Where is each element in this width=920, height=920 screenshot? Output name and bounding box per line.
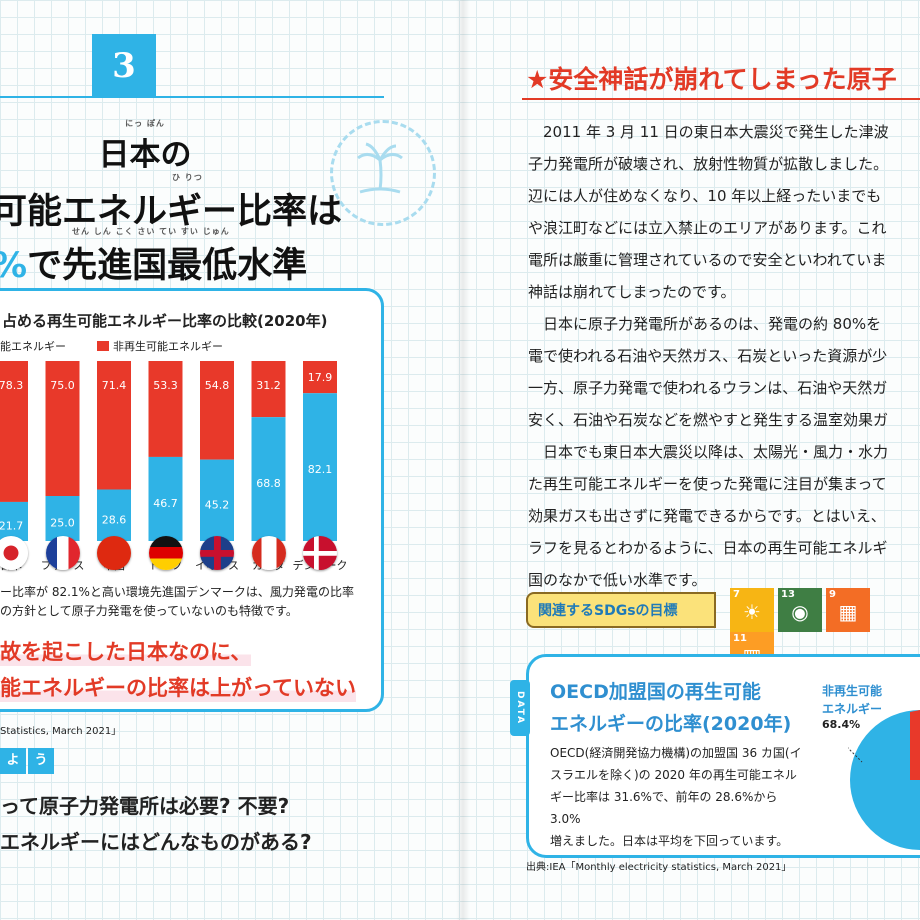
sdg-goal-13-icon: 13 ◉ bbox=[778, 588, 822, 632]
sdg-label: 関連するSDGsの目標 bbox=[526, 592, 716, 628]
bar-label-nonrenewable: 54.8 bbox=[205, 379, 230, 392]
page-title-line2: ひ りつ 可能エネルギー比率は bbox=[0, 173, 343, 232]
pie-value: 68.4% bbox=[822, 718, 861, 731]
sdg-goal-7-icon: 7 ☀ bbox=[730, 588, 774, 632]
chart-title: 占める再生可能エネルギー比率の比較(2020年) bbox=[2, 312, 328, 330]
bar-label-renewable: 68.8 bbox=[256, 477, 281, 490]
page-gutter bbox=[456, 0, 470, 920]
legend-swatch-nonrenewable bbox=[97, 341, 109, 351]
paragraph-1: 2011 年 3 月 11 日の東日本大震災で発生した津波 子力発電所が破壊され… bbox=[528, 123, 889, 301]
bar-label-nonrenewable: 53.3 bbox=[153, 379, 178, 392]
china-flag-icon bbox=[97, 536, 131, 570]
right-heading: ★安全神話が崩れてしまった原子 bbox=[526, 65, 897, 94]
paragraph-2: 日本に原子力発電所があるのは、発電の約 80%を 電で使われる石油や天然ガス、石… bbox=[528, 315, 889, 429]
bar-nonrenewable bbox=[303, 361, 337, 394]
right-heading-rule bbox=[522, 98, 920, 100]
bar-nonrenewable bbox=[97, 361, 131, 490]
data-title: OECD加盟国の再生可能 エネルギーの比率(2020年) bbox=[550, 681, 792, 735]
chart-legend: 能エネルギー 非再生可能エネルギー bbox=[0, 338, 360, 354]
palm-stamp-icon bbox=[330, 120, 436, 226]
paragraph-3: 日本でも東日本大震災以降は、太陽光・風力・水力 た再生可能エネルギーを使った発電… bbox=[528, 443, 889, 589]
page-title-line3: せん しん こく さい てい すい じゅん %で先進国最低水準 bbox=[0, 226, 332, 288]
bar-label-nonrenewable: 31.2 bbox=[256, 379, 281, 392]
body-text: 2011 年 3 月 11 日の東日本大震災で発生した津波 子力発電所が破壊され… bbox=[528, 116, 920, 596]
title-percent: % bbox=[0, 246, 27, 286]
pie-label-line2: エネルギー bbox=[822, 702, 883, 716]
bar-label-nonrenewable: 71.4 bbox=[102, 379, 127, 392]
study-tile: よ bbox=[0, 748, 26, 774]
emphasis-line1: 故を起こした日本なのに、 bbox=[0, 636, 252, 666]
emphasis-line2: 能エネルギーの比率は上がっていない bbox=[0, 672, 356, 702]
japan-flag-icon bbox=[0, 536, 28, 570]
source-note-left: Statistics, March 2021」 bbox=[0, 726, 122, 737]
legend-nonrenewable: 非再生可能エネルギー bbox=[113, 340, 223, 353]
section-rule bbox=[0, 96, 384, 98]
pie-slice-nonrenewable bbox=[850, 710, 920, 850]
bar-chart: 78.321.7日本75.025.0フランス71.428.6中国53.346.7… bbox=[0, 361, 348, 572]
bar-label-renewable: 45.2 bbox=[205, 498, 230, 511]
bar-renewable bbox=[251, 417, 286, 541]
germany-flag-icon bbox=[148, 536, 183, 570]
bar-label-renewable: 28.6 bbox=[102, 513, 127, 526]
bar-label-renewable: 25.0 bbox=[50, 517, 75, 530]
source-note-right: 出典:IEA「Monthly electricity statistics, M… bbox=[526, 862, 792, 873]
study-tiles: よう bbox=[0, 748, 160, 774]
study-tile: う bbox=[28, 748, 54, 774]
bar-renewable bbox=[200, 459, 234, 541]
bar-renewable bbox=[45, 496, 80, 541]
page-title-line1: にっ ぽん 日本の bbox=[98, 119, 192, 173]
bar-renewable bbox=[0, 501, 28, 541]
data-tab: DATA bbox=[510, 680, 530, 736]
legend-renewable: 能エネルギー bbox=[0, 340, 66, 353]
bar-label-nonrenewable: 78.3 bbox=[0, 379, 23, 392]
denmark-flag-icon bbox=[303, 536, 337, 570]
sdg-goal-9-icon: 9 ▦ bbox=[826, 588, 870, 632]
country-flags bbox=[0, 536, 370, 576]
section-number: 3 bbox=[92, 34, 156, 98]
bar-renewable bbox=[303, 393, 337, 541]
bar-label-renewable: 21.7 bbox=[0, 519, 23, 532]
bar-nonrenewable bbox=[200, 361, 234, 460]
bar-nonrenewable bbox=[148, 361, 183, 457]
question-1: って原子力発電所は必要? 不要? bbox=[0, 794, 290, 818]
bar-renewable bbox=[97, 489, 131, 541]
bar-nonrenewable bbox=[45, 361, 80, 496]
pie-chart bbox=[848, 710, 920, 850]
sdg-icons: 7☀13◉9▦11▥ bbox=[730, 588, 920, 676]
bar-renewable bbox=[148, 456, 183, 541]
canada-flag-icon bbox=[251, 536, 286, 570]
france-flag-icon bbox=[45, 536, 80, 570]
uk-flag-icon bbox=[200, 536, 234, 570]
bar-label-renewable: 46.7 bbox=[153, 497, 178, 510]
bar-nonrenewable bbox=[251, 361, 286, 418]
pie-leader-line bbox=[848, 747, 863, 763]
data-body: OECD(経済開発協力機構)の加盟国 36 カ国(イ スラエルを除く)の 202… bbox=[550, 746, 802, 848]
bar-label-nonrenewable: 75.0 bbox=[50, 379, 75, 392]
bar-nonrenewable bbox=[0, 361, 28, 502]
pie-slice-renewable bbox=[910, 710, 920, 780]
bar-label-renewable: 82.1 bbox=[308, 463, 333, 476]
chart-caption: ー比率が 82.1%と高い環境先進国デンマークは、風力発電の比率 の方針として原… bbox=[0, 585, 354, 618]
question-2: エネルギーにはどんなものがある? bbox=[0, 830, 312, 854]
bar-label-nonrenewable: 17.9 bbox=[308, 371, 333, 384]
pie-label-line1: 非再生可能 bbox=[822, 684, 883, 698]
